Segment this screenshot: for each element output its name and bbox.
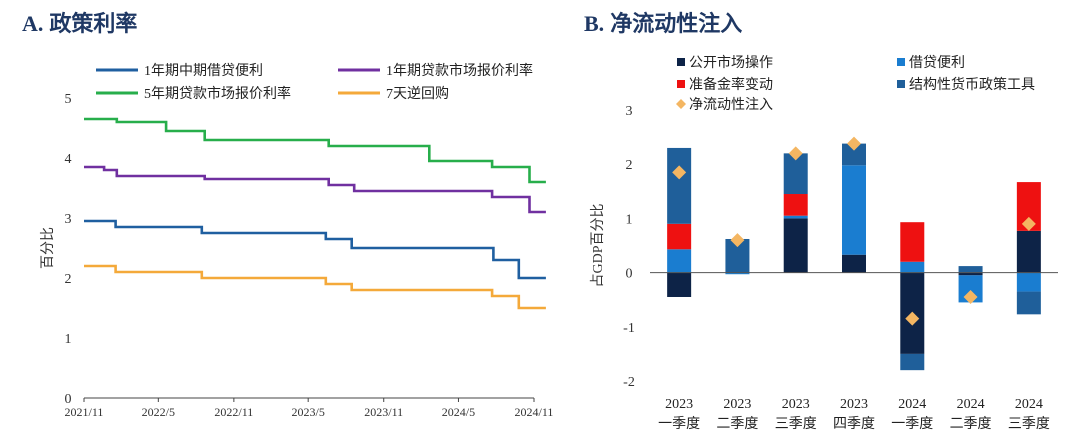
panel-b-title: B. 净流动性注入: [584, 6, 742, 38]
y-tick-label: 4: [65, 152, 72, 167]
y-tick-label: 2: [65, 272, 72, 287]
x-tick-label: 2024/11: [515, 405, 554, 419]
x-tick-label: 2022/11: [214, 405, 253, 419]
legend-label: 1年期中期借贷便利: [144, 63, 263, 79]
y-tick-label: 5: [65, 92, 72, 107]
x-tick-label: 2021/11: [65, 405, 104, 419]
y-tick-label: 3: [65, 212, 72, 227]
panel-a-title: A. 政策利率: [22, 6, 137, 38]
legend-label: 7天逆回购: [386, 86, 449, 102]
panel-a-letter: A.: [22, 11, 44, 36]
y-tick-label: 0: [65, 392, 72, 407]
x-tick-label: 2023/11: [364, 405, 403, 419]
x-tick-label: 2022/5: [142, 405, 175, 419]
x-tick-label: 2024/5: [442, 405, 475, 419]
series-line: [84, 165, 546, 214]
series-line: [84, 117, 546, 184]
x-tick-label: 2023/5: [292, 405, 325, 419]
panel-b-title-text: 净流动性注入: [610, 11, 743, 36]
panel-a-title-text: 政策利率: [49, 11, 138, 36]
panel-b-letter: B.: [584, 11, 605, 36]
y-axis-label: 百分比: [40, 227, 56, 269]
y-tick-label: 1: [65, 332, 72, 347]
legend-label: 5年期贷款市场报价利率: [144, 85, 291, 102]
legend-label: 1年期贷款市场报价利率: [386, 62, 533, 79]
series-line: [84, 264, 546, 310]
series-line: [84, 219, 546, 280]
